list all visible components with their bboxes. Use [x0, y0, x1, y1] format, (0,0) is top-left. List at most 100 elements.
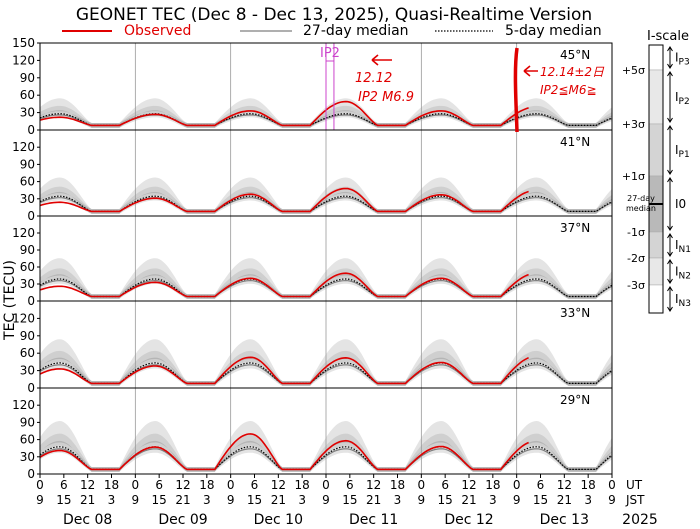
- iscale-sigma-label: +1σ: [622, 170, 645, 183]
- y-axis-label: TEC (TECU): [2, 260, 18, 341]
- x-tick-jst-label: 3: [394, 493, 402, 507]
- y-tick-label: 30: [20, 450, 35, 464]
- x-axis-jst-title: JST: [625, 493, 645, 507]
- panel-29n: 0 30 60 90 120 29°N: [12, 387, 613, 481]
- x-tick-jst-label: 9: [322, 493, 330, 507]
- series-observed: [39, 433, 529, 471]
- iscale-range-arrow-up: [667, 233, 673, 239]
- x-axis-ut-title: UT: [626, 478, 643, 492]
- legend-observed-label: Observed: [124, 23, 191, 39]
- panel-latitude-label: 33°N: [560, 306, 590, 320]
- iscale-range-arrow-down: [667, 63, 673, 69]
- x-axis-group: 0961512211830961512211830961512211830961…: [36, 474, 658, 528]
- iscale-range-arrow-up: [667, 125, 673, 131]
- iscale-title: I-scale: [647, 29, 689, 44]
- iscale-segment: [648, 231, 664, 259]
- chart-title: GEONET TEC (Dec 8 - Dec 13, 2025), Quasi…: [76, 5, 592, 25]
- y-tick-label: 90: [20, 415, 35, 429]
- ip-marker-label: IP2: [320, 46, 340, 61]
- x-tick-jst-label: 15: [247, 493, 262, 507]
- panels-group: IP2 0 30 60 90 120 150 45°N 0 30 60 90 120 41°N 0 30 60 9…: [12, 36, 613, 481]
- y-tick-label: 0: [27, 467, 35, 481]
- x-day-label: Dec 13: [540, 512, 589, 528]
- iscale-segment: [648, 284, 664, 314]
- iscale-level-subscript: P1: [679, 150, 690, 160]
- iscale-segment: [648, 69, 664, 125]
- y-tick-label: 0: [27, 294, 35, 308]
- x-tick-jst-label: 3: [108, 493, 116, 507]
- x-tick-jst-label: 9: [418, 493, 426, 507]
- panel-latitude-label: 37°N: [560, 221, 590, 235]
- series-observed: [39, 356, 529, 385]
- y-tick-label: 30: [20, 277, 35, 291]
- annotation-1-line2: IP2 M6.9: [358, 90, 414, 105]
- iscale-median-label-1: 27-day: [627, 194, 655, 203]
- x-tick-ut-label: 6: [346, 478, 354, 492]
- iscale-sigma-label: -3σ: [627, 279, 645, 292]
- x-tick-jst-label: 9: [227, 493, 235, 507]
- y-tick-label: 90: [20, 157, 35, 171]
- x-tick-ut-label: 18: [390, 478, 405, 492]
- iscale-range-arrow-up: [667, 177, 673, 183]
- y-tick-label: 120: [12, 398, 35, 412]
- x-tick-ut-label: 0: [513, 478, 521, 492]
- iscale-segment: [648, 123, 664, 177]
- y-tick-label: 0: [27, 381, 35, 395]
- x-tick-ut-label: 6: [537, 478, 545, 492]
- y-tick-label: 60: [20, 88, 35, 102]
- x-year-label: 2025: [622, 512, 658, 528]
- series-5day-median: [39, 362, 613, 384]
- x-tick-ut-label: 18: [581, 478, 596, 492]
- x-tick-jst-label: 21: [175, 493, 190, 507]
- y-tick-label: 30: [20, 106, 35, 120]
- iscale-sigma-label: +5σ: [622, 64, 645, 77]
- y-tick-label: 120: [12, 226, 35, 240]
- x-tick-jst-label: 21: [271, 493, 286, 507]
- iscale-range-arrow-down: [667, 306, 673, 312]
- iscale-level-subscript: N3: [679, 299, 691, 309]
- x-tick-ut-label: 0: [36, 478, 44, 492]
- x-tick-ut-label: 12: [366, 478, 381, 492]
- y-tick-label: 60: [20, 433, 35, 447]
- x-tick-ut-label: 6: [251, 478, 259, 492]
- x-tick-ut-label: 0: [132, 478, 140, 492]
- panel-latitude-label: 29°N: [560, 393, 590, 407]
- x-tick-jst-label: 21: [80, 493, 95, 507]
- x-day-label: Dec 11: [349, 512, 398, 528]
- x-tick-jst-label: 21: [557, 493, 572, 507]
- series-observed: [39, 272, 529, 298]
- iscale-segment: [648, 44, 664, 71]
- annotation-1-line1: 12.12: [355, 71, 392, 86]
- panel-latitude-label: 41°N: [560, 135, 590, 149]
- y-tick-label: 120: [12, 311, 35, 325]
- panel-33n: 0 30 60 90 120 33°N: [12, 300, 613, 395]
- y-tick-label: 90: [20, 329, 35, 343]
- x-tick-ut-label: 18: [485, 478, 500, 492]
- panel-latitude-label: 45°N: [560, 48, 590, 62]
- x-tick-jst-label: 9: [36, 493, 44, 507]
- x-tick-ut-label: 6: [60, 478, 68, 492]
- iscale-range-arrow-up: [667, 46, 673, 52]
- series-5day-median: [39, 278, 613, 298]
- x-tick-ut-label: 12: [461, 478, 476, 492]
- x-tick-ut-label: 0: [227, 478, 235, 492]
- y-tick-label: 120: [12, 53, 35, 67]
- series-5day-median: [39, 195, 613, 212]
- iscale-range-arrow-down: [667, 169, 673, 175]
- x-tick-ut-label: 12: [175, 478, 190, 492]
- iscale-level-label: I0: [675, 197, 686, 211]
- iscale-group: I-scale+5σ+3σ+1σ-1σ-2σ-3σ27-daymedianIP3…: [622, 29, 691, 314]
- x-tick-jst-label: 21: [461, 493, 476, 507]
- x-tick-ut-label: 6: [155, 478, 163, 492]
- legend-27day-label: 27-day median: [303, 23, 409, 39]
- iscale-level-subscript: P2: [679, 97, 690, 107]
- y-tick-label: 120: [12, 140, 35, 154]
- x-tick-jst-label: 15: [533, 493, 548, 507]
- series-observed: [39, 100, 529, 127]
- annotation-2-line1: 12.14±2日: [540, 65, 605, 79]
- y-tick-label: 90: [20, 71, 35, 85]
- x-tick-ut-label: 18: [295, 478, 310, 492]
- x-tick-jst-label: 15: [152, 493, 167, 507]
- x-day-label: Dec 12: [444, 512, 493, 528]
